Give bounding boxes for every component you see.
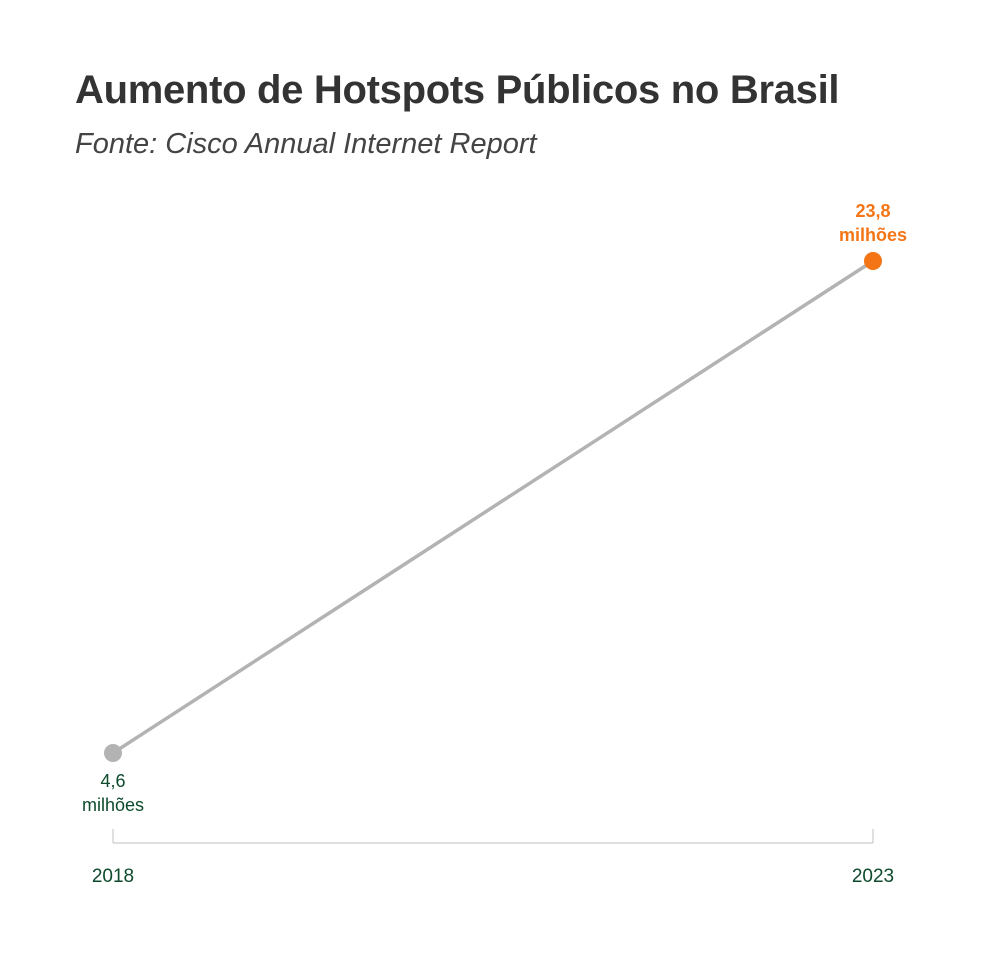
data-label-unit: milhões [82, 795, 144, 815]
series-line [111, 259, 875, 755]
data-label-value: 23,8 [855, 201, 890, 221]
data-point-start [104, 744, 122, 762]
x-tick-label: 2018 [92, 866, 134, 887]
data-point-end [864, 252, 882, 270]
chart-subtitle: Fonte: Cisco Annual Internet Report [75, 128, 537, 160]
x-tick-label: 2023 [852, 866, 894, 887]
chart-title: Aumento de Hotspots Públicos no Brasil [75, 68, 840, 112]
data-label-unit: milhões [839, 225, 907, 245]
data-label-value: 4,6 [100, 771, 125, 791]
